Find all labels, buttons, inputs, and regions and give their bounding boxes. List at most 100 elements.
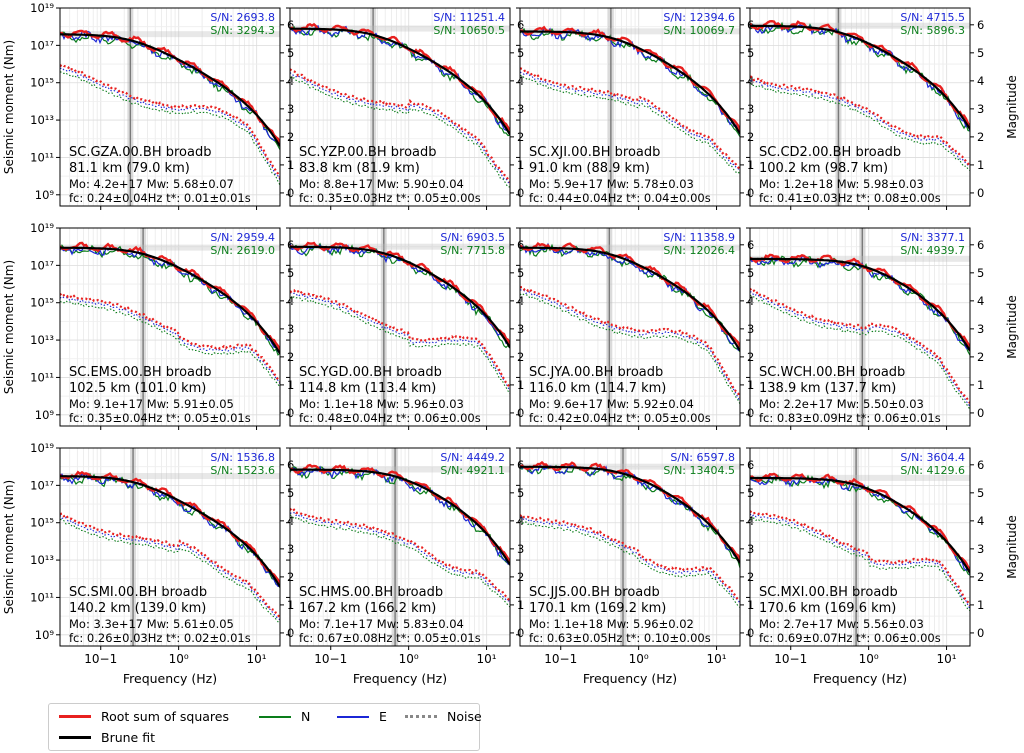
plot-area — [520, 8, 740, 206]
mag-tick-label: 6 — [747, 458, 754, 472]
legend-item-e: E — [337, 709, 387, 724]
legend-label-n: N — [301, 709, 311, 724]
corner-freq-label: fc: 0.24±0.04Hz t*: 0.01±0.01s — [69, 191, 251, 205]
y-tick-label: 10¹¹ — [30, 370, 54, 384]
x-axis-label: Frequency (Hz) — [583, 671, 677, 686]
mag-tick-label: 1 — [517, 378, 524, 392]
mag-tick-label: 0 — [517, 186, 524, 200]
mag-tick-label: 6 — [287, 18, 294, 32]
sn-n-label: S/N: 10069.7 — [663, 24, 735, 37]
mag-tick-label: 1 — [517, 158, 524, 172]
corner-freq-label: fc: 0.42±0.04Hz t*: 0.05±0.00s — [529, 411, 711, 425]
mag-tick-label: 4 — [977, 514, 984, 528]
mo-band — [750, 22, 970, 29]
corner-freq-label: fc: 0.83±0.09Hz t*: 0.06±0.01s — [759, 411, 941, 425]
mag-tick-label: 0 — [517, 406, 524, 420]
plot-area — [60, 448, 280, 646]
noise-n-curve — [290, 76, 510, 188]
x-tick-label: 10¹ — [477, 652, 497, 666]
x-tick-label: 10⁰ — [399, 652, 419, 666]
mag-tick-label: 4 — [287, 514, 294, 528]
noise-rss-curve — [750, 510, 970, 606]
y-axis-label-left: Seismic moment (Nm) — [2, 40, 16, 174]
mag-tick-label: 2 — [747, 130, 754, 144]
mag-tick-label: 3 — [977, 102, 984, 116]
legend-label-noise: Noise — [447, 709, 482, 724]
plot-area — [60, 228, 280, 426]
noise-n-curve — [520, 74, 740, 175]
noise-n-curve — [520, 520, 740, 608]
legend-label-rss: Root sum of squares — [101, 709, 229, 724]
mag-tick-label: 5 — [977, 486, 984, 500]
mag-tick-label: 0 — [747, 406, 754, 420]
brune-fit-curve — [60, 33, 280, 147]
noise-rss-curve — [290, 68, 510, 183]
mag-tick-label: 3 — [747, 322, 754, 336]
moment-label: Mo: 1.1e+18 Mw: 5.96±0.03 — [299, 397, 464, 411]
mo-band — [750, 474, 970, 481]
mag-tick-label: 5 — [747, 46, 754, 60]
axes-frame — [59, 227, 281, 427]
corner-freq-label: fc: 0.63±0.05Hz t*: 0.10±0.00s — [529, 631, 711, 645]
sn-n-label: S/N: 7715.8 — [440, 244, 505, 257]
station-label: SC.WCH.00.BH broadb — [759, 365, 905, 380]
mag-tick-label: 4 — [517, 294, 524, 308]
noise-rss-curve — [60, 63, 280, 178]
brune-fit-curve — [520, 30, 740, 135]
y-tick-label: 10¹⁹ — [30, 1, 54, 15]
mag-tick-label: 0 — [287, 186, 294, 200]
legend-item-n: N — [259, 709, 310, 724]
panel-1: 0 1 2 3 4 5 6 S/N: 11251.4S/N: 10650.5 SC.YZP.00… — [286, 7, 524, 210]
station-label: SC.JYA.00.BH broadb — [529, 365, 663, 380]
axes-frame — [749, 447, 971, 647]
mag-tick-label: 3 — [977, 542, 984, 556]
axes-frame — [519, 447, 741, 647]
y-tick-label: 10¹⁵ — [30, 296, 54, 310]
plot-area — [290, 228, 510, 426]
mag-tick-label: 4 — [747, 294, 754, 308]
signal-rss-curve — [750, 253, 970, 349]
moment-label: Mo: 9.6e+17 Mw: 5.92±0.04 — [529, 397, 694, 411]
y-axis-label-right: Magnitude — [1005, 295, 1019, 359]
y-tick-label: 10¹⁷ — [30, 258, 54, 272]
noise-e-curve — [520, 516, 740, 604]
distance-label: 116.0 km (114.7 km) — [529, 381, 666, 396]
distance-label: 100.2 km (98.7 km) — [759, 161, 888, 176]
distance-label: 170.1 km (169.2 km) — [529, 601, 666, 616]
noise-rss-curve — [60, 512, 280, 619]
signal-n-curve — [60, 244, 280, 356]
legend: Root sum of squares N E Noise Brune fit — [48, 703, 482, 751]
moment-label: Mo: 2.7e+17 Mw: 5.56±0.03 — [759, 617, 924, 631]
brune-fit-curve — [60, 246, 280, 355]
corner-freq-label: fc: 0.69±0.07Hz t*: 0.06±0.00s — [759, 631, 941, 645]
mag-tick-label: 6 — [517, 458, 524, 472]
mag-tick-label: 5 — [287, 46, 294, 60]
station-label: SC.YZP.00.BH broadb — [299, 145, 437, 160]
x-tick-label: 10¹ — [707, 652, 727, 666]
x-tick-label: 10¹ — [937, 652, 957, 666]
sn-e-label: S/N: 2693.8 — [210, 11, 275, 24]
noise-n-curve — [520, 292, 740, 405]
noise-n-curve — [60, 71, 280, 186]
distance-label: 138.9 km (137.7 km) — [759, 381, 896, 396]
station-label: SC.MXI.00.BH broadb — [759, 585, 898, 600]
mag-tick-label: 3 — [747, 542, 754, 556]
mag-tick-label: 6 — [517, 18, 524, 32]
signal-e-curve — [290, 465, 510, 566]
sn-e-label: S/N: 3604.4 — [900, 451, 965, 464]
y-tick-label: 10⁹ — [35, 408, 55, 422]
y-tick-label: 10¹⁵ — [30, 516, 54, 530]
mag-tick-label: 5 — [977, 266, 984, 280]
mag-tick-label: 4 — [517, 74, 524, 88]
corner-freq-label: fc: 0.41±0.03Hz t*: 0.08±0.00s — [759, 191, 941, 205]
y-tick-label: 10⁹ — [35, 188, 55, 202]
x-tick-label: 10⁰ — [169, 652, 189, 666]
noise-n-curve — [750, 517, 970, 612]
noise-rss-curve — [520, 67, 740, 170]
mag-tick-label: 1 — [287, 378, 294, 392]
station-label: SC.EMS.00.BH broadb — [69, 365, 212, 380]
y-tick-label: 10¹³ — [30, 333, 54, 347]
mag-tick-label: 3 — [287, 322, 294, 336]
